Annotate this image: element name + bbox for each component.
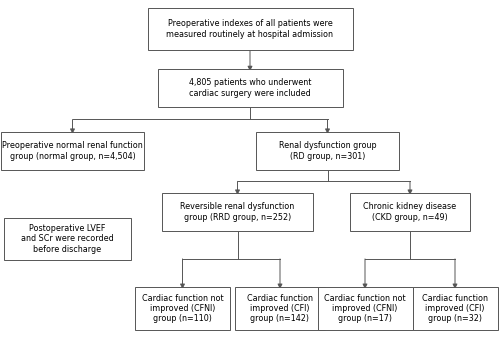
Text: Cardiac function not
improved (CFNI)
group (n=17): Cardiac function not improved (CFNI) gro… xyxy=(324,294,406,323)
Text: Cardiac function
improved (CFI)
group (n=142): Cardiac function improved (CFI) group (n… xyxy=(247,294,313,323)
Text: Preoperative indexes of all patients were
measured routinely at hospital admissi: Preoperative indexes of all patients wer… xyxy=(166,19,334,39)
FancyBboxPatch shape xyxy=(256,132,399,170)
FancyBboxPatch shape xyxy=(148,7,352,50)
Text: Cardiac function
improved (CFI)
group (n=32): Cardiac function improved (CFI) group (n… xyxy=(422,294,488,323)
FancyBboxPatch shape xyxy=(412,287,498,330)
FancyBboxPatch shape xyxy=(162,193,312,231)
FancyBboxPatch shape xyxy=(318,287,412,330)
FancyBboxPatch shape xyxy=(135,287,230,330)
Text: Reversible renal dysfunction
group (RRD group, n=252): Reversible renal dysfunction group (RRD … xyxy=(180,202,294,222)
Text: 4,805 patients who underwent
cardiac surgery were included: 4,805 patients who underwent cardiac sur… xyxy=(189,78,311,98)
FancyBboxPatch shape xyxy=(4,218,131,260)
Text: Chronic kidney disease
(CKD group, n=49): Chronic kidney disease (CKD group, n=49) xyxy=(364,202,456,222)
FancyBboxPatch shape xyxy=(1,132,144,170)
FancyBboxPatch shape xyxy=(158,69,342,107)
Text: Cardiac function not
improved (CFNI)
group (n=110): Cardiac function not improved (CFNI) gro… xyxy=(142,294,224,323)
Text: Postoperative LVEF
and SCr were recorded
before discharge: Postoperative LVEF and SCr were recorded… xyxy=(21,224,114,254)
FancyBboxPatch shape xyxy=(235,287,325,330)
FancyBboxPatch shape xyxy=(350,193,470,231)
Text: Preoperative normal renal function
group (normal group, n=4,504): Preoperative normal renal function group… xyxy=(2,141,143,161)
Text: Renal dysfunction group
(RD group, n=301): Renal dysfunction group (RD group, n=301… xyxy=(278,141,376,161)
